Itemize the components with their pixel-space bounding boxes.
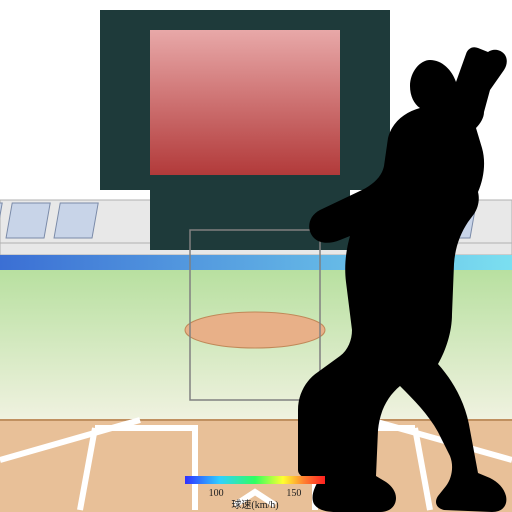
legend-bar xyxy=(185,476,325,484)
stand-window xyxy=(54,203,98,238)
pitchers-mound xyxy=(185,312,325,348)
legend-tick-label: 100 xyxy=(209,488,224,499)
scoreboard-screen xyxy=(150,30,340,175)
stand-window xyxy=(6,203,50,238)
home-dirt xyxy=(0,420,512,512)
legend-title: 球速(km/h) xyxy=(231,498,278,511)
legend-tick-label: 150 xyxy=(286,488,301,499)
